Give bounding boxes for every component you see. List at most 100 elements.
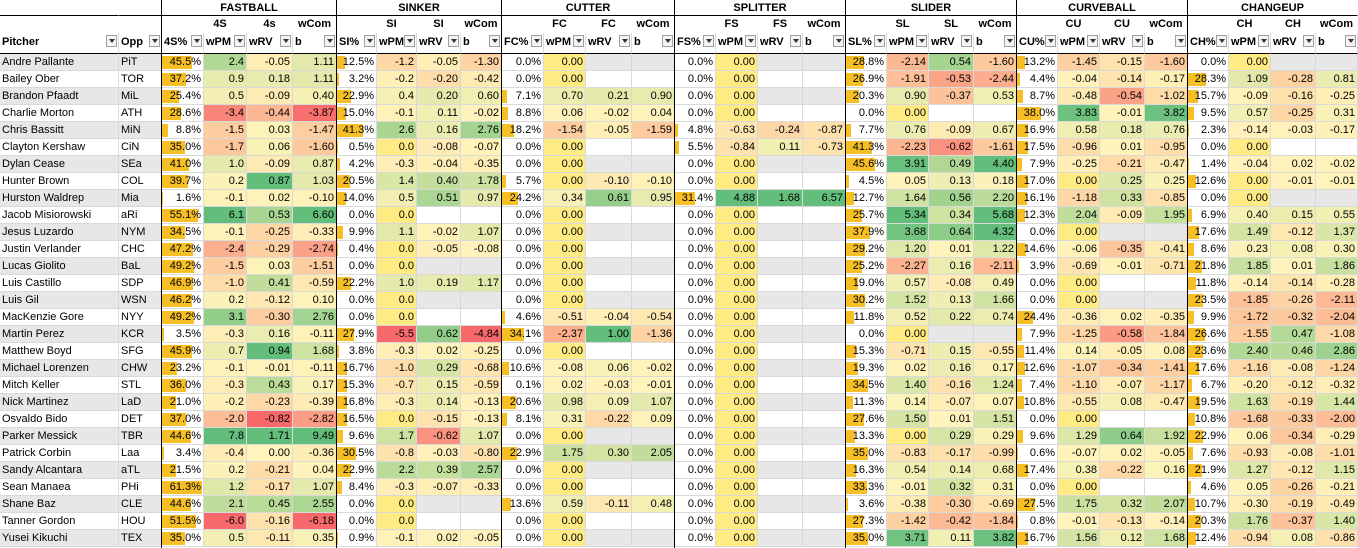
filter-dropdown-icon[interactable]	[833, 35, 844, 47]
pitch-usage-pct: 0.0%	[675, 445, 716, 462]
filter-dropdown-icon[interactable]	[619, 35, 630, 47]
column-header-changeup-1[interactable]: wPM	[1229, 33, 1271, 54]
wpm-value: 0.0	[377, 207, 417, 224]
filter-dropdown-icon[interactable]	[916, 35, 927, 47]
column-header-pitcher[interactable]: Pitcher	[0, 33, 119, 54]
column-header-curveball-0[interactable]: CU%	[1017, 33, 1058, 54]
usage-bar	[162, 464, 177, 477]
column-header-sinker-1[interactable]: wPM	[377, 33, 417, 54]
column-header-splitter-2[interactable]: wRV	[758, 33, 803, 54]
pitch-usage-pct: 5.7%	[502, 173, 544, 190]
wcom-value: 0.90	[632, 88, 675, 105]
wpm-value: 0.0	[377, 258, 417, 275]
filter-dropdown-icon[interactable]	[364, 35, 375, 47]
filter-dropdown-icon[interactable]	[961, 35, 972, 47]
pitcher-name: Yusei Kikuchi	[0, 530, 119, 547]
filter-dropdown-icon[interactable]	[448, 35, 459, 47]
wrv-value: -0.54	[1100, 88, 1145, 105]
filter-dropdown-icon[interactable]	[280, 35, 291, 47]
column-header-curveball-1[interactable]: wPM	[1058, 33, 1100, 54]
filter-dropdown-icon[interactable]	[703, 35, 714, 47]
wpm-value: 0.00	[1058, 292, 1100, 309]
column-header-splitter-1[interactable]: wPM	[716, 33, 758, 54]
column-header-cutter-2[interactable]: wRV	[586, 33, 632, 54]
column-header-fastball-1[interactable]: wPM	[204, 33, 247, 54]
column-header-fastball-2[interactable]: wRV	[247, 33, 293, 54]
wcom-value: -0.54	[632, 309, 675, 326]
filter-dropdown-icon[interactable]	[573, 35, 584, 47]
pitch-usage-pct: 0.0%	[1017, 224, 1058, 241]
usage-bar	[1017, 430, 1024, 443]
wrv-value	[758, 326, 803, 343]
pitch-usage-pct: 3.6%	[846, 496, 887, 513]
pitch-usage-pct: 0.0%	[675, 428, 716, 445]
column-header-fastball-3[interactable]: b	[293, 33, 337, 54]
wcom-value: -2.00	[1316, 411, 1358, 428]
filter-dropdown-icon[interactable]	[404, 35, 415, 47]
column-header-slider-0[interactable]: SL%	[846, 33, 887, 54]
column-header-splitter-0[interactable]: FS%	[675, 33, 716, 54]
column-header-cutter-1[interactable]: wPM	[544, 33, 586, 54]
pitch-usage-pct: 16.9%	[1017, 122, 1058, 139]
filter-dropdown-icon[interactable]	[745, 35, 756, 47]
wcom-value	[632, 207, 675, 224]
wpm-value: 0.00	[544, 275, 586, 292]
wcom-value: 0.25	[1145, 173, 1188, 190]
wrv-value: 0.61	[586, 190, 632, 207]
filter-dropdown-icon[interactable]	[1345, 35, 1356, 47]
column-header-slider-1[interactable]: wPM	[887, 33, 929, 54]
filter-dropdown-icon[interactable]	[489, 35, 500, 47]
column-header-changeup-3[interactable]: b	[1316, 33, 1358, 54]
wrv-value: 0.47	[1271, 326, 1316, 343]
pitcher-name: Michael Lorenzen	[0, 360, 119, 377]
column-header-label: wPM	[206, 36, 232, 48]
filter-dropdown-icon[interactable]	[324, 35, 335, 47]
filter-dropdown-icon[interactable]	[1132, 35, 1143, 47]
filter-dropdown-icon[interactable]	[1175, 35, 1186, 47]
filter-dropdown-icon[interactable]	[1258, 35, 1269, 47]
column-header-curveball-3[interactable]: b	[1145, 33, 1188, 54]
filter-dropdown-icon[interactable]	[531, 35, 542, 47]
filter-dropdown-icon[interactable]	[234, 35, 245, 47]
filter-dropdown-icon[interactable]	[106, 35, 117, 47]
column-header-slider-3[interactable]: b	[974, 33, 1017, 54]
column-header-sinker-0[interactable]: SI%	[337, 33, 377, 54]
wrv-value: 0.64	[929, 224, 974, 241]
wpm-value: 0.00	[716, 292, 758, 309]
wcom-value	[803, 326, 846, 343]
column-header-opp[interactable]: Opp	[119, 33, 162, 54]
usage-bar	[846, 430, 855, 443]
filter-dropdown-icon[interactable]	[662, 35, 673, 47]
column-header-changeup-0[interactable]: CH%	[1188, 33, 1229, 54]
filter-dropdown-icon[interactable]	[874, 35, 885, 47]
pitch-usage-pct: 0.0%	[675, 88, 716, 105]
column-header-sinker-3[interactable]: b	[461, 33, 502, 54]
column-header-label: wPM	[889, 36, 915, 48]
usage-bar	[162, 515, 196, 528]
column-header-fastball-0[interactable]: 4S%	[162, 33, 204, 54]
usage-bar	[846, 243, 865, 256]
filter-dropdown-icon[interactable]	[191, 35, 202, 47]
filter-dropdown-icon[interactable]	[1045, 35, 1056, 47]
filter-dropdown-icon[interactable]	[1087, 35, 1098, 47]
pitch-usage-pct: 4.8%	[675, 122, 716, 139]
wrv-value: 0.16	[247, 326, 293, 343]
filter-dropdown-icon[interactable]	[1303, 35, 1314, 47]
pitcher-name: Tanner Gordon	[0, 513, 119, 530]
column-header-slider-2[interactable]: wRV	[929, 33, 974, 54]
column-header-changeup-2[interactable]: wRV	[1271, 33, 1316, 54]
column-header-sinker-2[interactable]: wRV	[417, 33, 461, 54]
column-header-curveball-2[interactable]: wRV	[1100, 33, 1145, 54]
pitch-usage-pct: 27.5%	[1017, 496, 1058, 513]
filter-dropdown-icon[interactable]	[790, 35, 801, 47]
filter-dropdown-icon[interactable]	[1004, 35, 1015, 47]
usage-bar	[846, 311, 854, 324]
filter-dropdown-icon[interactable]	[149, 35, 160, 47]
wcom-value: -1.36	[632, 326, 675, 343]
filter-dropdown-icon[interactable]	[1216, 35, 1227, 47]
usage-bar	[1017, 124, 1028, 137]
column-header-cutter-0[interactable]: FC%	[502, 33, 544, 54]
wpm-value: -0.06	[1058, 241, 1100, 258]
column-header-splitter-3[interactable]: b	[803, 33, 846, 54]
column-header-cutter-3[interactable]: b	[632, 33, 675, 54]
